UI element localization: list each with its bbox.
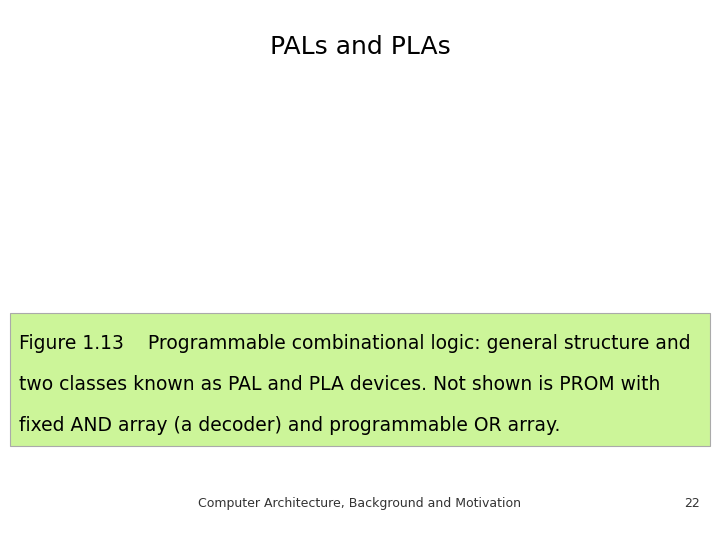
Text: fixed AND array (a decoder) and programmable OR array.: fixed AND array (a decoder) and programm… <box>19 416 560 435</box>
Text: PALs and PLAs: PALs and PLAs <box>269 35 451 59</box>
Text: Computer Architecture, Background and Motivation: Computer Architecture, Background and Mo… <box>199 497 521 510</box>
Text: Figure 1.13    Programmable combinational logic: general structure and: Figure 1.13 Programmable combinational l… <box>19 334 690 353</box>
Text: 22: 22 <box>684 497 700 510</box>
FancyBboxPatch shape <box>10 313 710 446</box>
Text: two classes known as PAL and PLA devices. Not shown is PROM with: two classes known as PAL and PLA devices… <box>19 375 660 394</box>
